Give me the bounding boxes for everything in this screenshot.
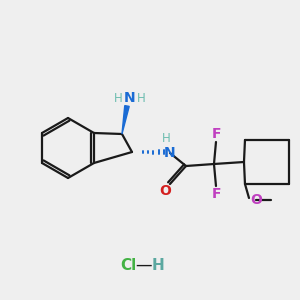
Text: —: — — [136, 256, 152, 274]
Text: F: F — [212, 127, 222, 141]
Text: N: N — [164, 146, 176, 160]
Text: O: O — [250, 193, 262, 207]
Text: O: O — [159, 184, 171, 198]
Text: Cl: Cl — [120, 257, 136, 272]
Text: H: H — [162, 133, 170, 146]
Text: H: H — [137, 92, 146, 104]
Text: F: F — [212, 187, 222, 201]
Text: H: H — [152, 257, 164, 272]
Polygon shape — [122, 106, 129, 134]
Text: H: H — [114, 92, 123, 104]
Text: N: N — [124, 91, 136, 105]
